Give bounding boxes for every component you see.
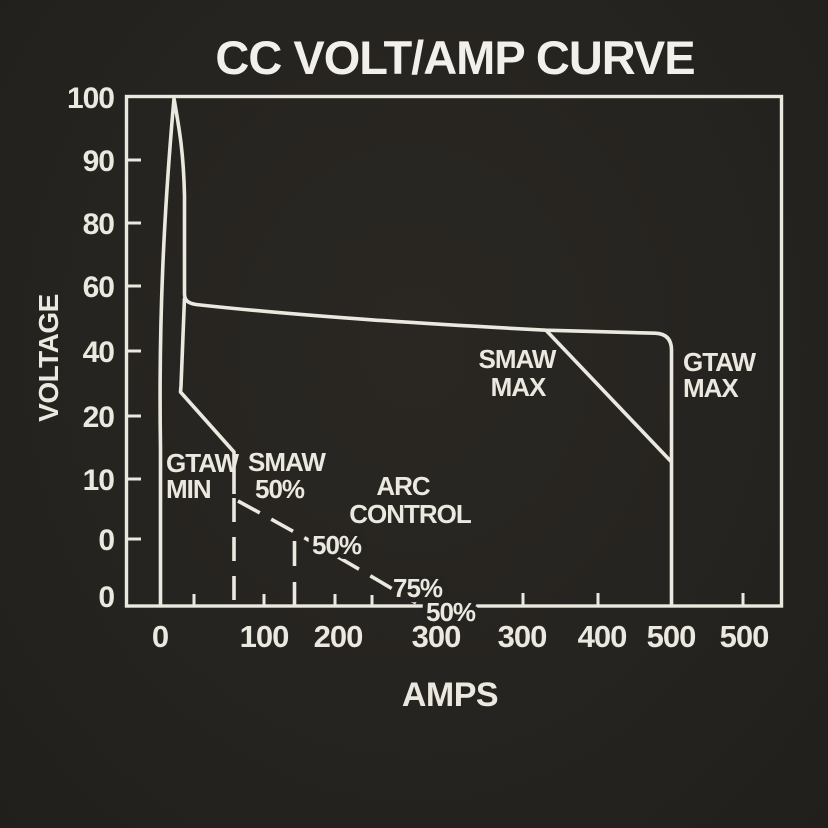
gtaw-max-label-line2: MAX	[683, 373, 739, 403]
arc-control-label-line1: ARC	[376, 471, 431, 501]
y-tick-label-80: 80	[83, 208, 115, 241]
x-axis-title: AMPS	[402, 676, 498, 714]
y-axis-title: VOLTAGE	[33, 294, 64, 422]
arc-control-label-line2: CONTROL	[349, 499, 472, 529]
x-tick-label-100: 100	[240, 619, 289, 654]
smaw-max-label-line2: MAX	[491, 372, 547, 402]
x-tick-label-500a: 500	[647, 619, 696, 654]
y-tick-label-40: 40	[83, 336, 115, 369]
y-axis-ticks	[126, 158, 141, 541]
y-tick-label-60: 60	[83, 271, 115, 304]
chart-title: CC VOLT/AMP CURVE	[215, 31, 694, 84]
min-output-boundary-line	[178, 297, 236, 494]
smaw-50-label-line2: 50%	[255, 474, 305, 504]
x-tick-label-500b: 500	[720, 619, 769, 654]
x-axis-ticks	[192, 593, 745, 606]
max-output-curve	[158, 96, 674, 606]
arc-control-75-label: 75%	[393, 573, 443, 603]
x-tick-label-300a: 300	[412, 619, 461, 654]
gtaw-max-label-line1: GTAW	[683, 347, 757, 377]
arc-control-dashed-line	[237, 499, 417, 605]
y-tick-label-10: 10	[83, 464, 115, 497]
y-tick-label-20: 20	[83, 401, 115, 434]
gtaw-min-label-line1: GTAW	[166, 448, 240, 478]
smaw-50-label-line1: SMAW	[248, 447, 326, 477]
y-tick-label-0a: 0	[98, 524, 114, 557]
y-tick-label-0b: 0	[98, 581, 114, 614]
x-tick-label-300b: 300	[498, 619, 547, 654]
arc-control-50-mid-label: 50%	[312, 530, 362, 560]
x-tick-label-400: 400	[578, 619, 627, 654]
smaw-max-boundary-line	[544, 328, 673, 464]
y-tick-label-90: 90	[83, 145, 115, 178]
x-tick-label-0: 0	[152, 619, 168, 654]
gtaw-min-label-line2: MIN	[166, 474, 211, 504]
y-tick-label-100: 100	[67, 82, 114, 115]
arc-control-50-end-label: 50%	[426, 597, 476, 627]
x-tick-label-200: 200	[314, 619, 363, 654]
smaw-max-label-line1: SMAW	[479, 344, 557, 374]
